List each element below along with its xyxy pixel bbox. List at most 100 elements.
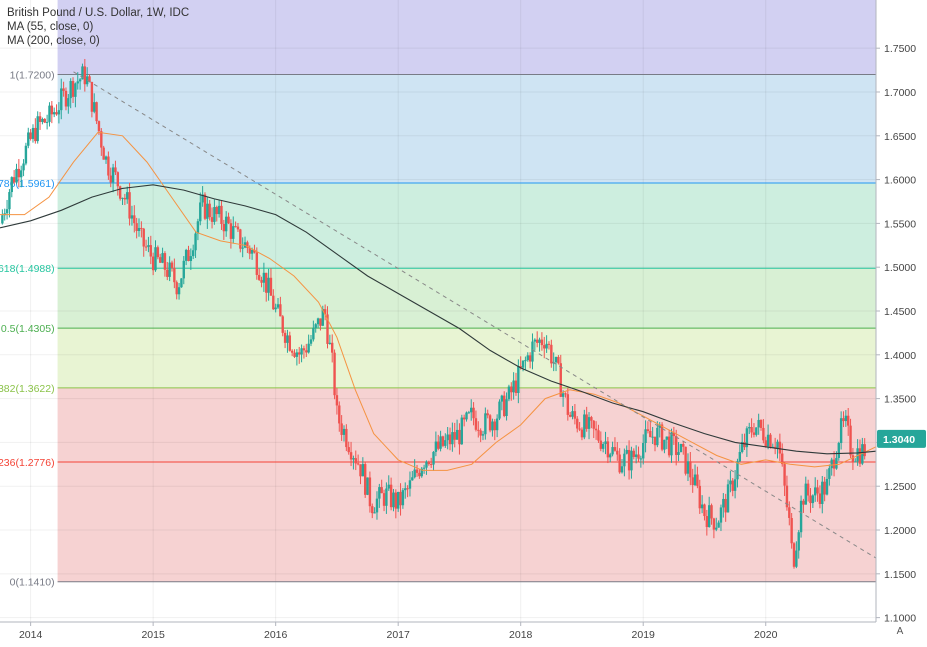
candle-body bbox=[253, 249, 256, 253]
candle-body bbox=[719, 507, 723, 523]
candle-body bbox=[222, 224, 226, 232]
candle bbox=[455, 419, 459, 440]
autoscale-button[interactable]: A bbox=[896, 626, 904, 637]
candle bbox=[396, 491, 400, 512]
candle bbox=[839, 411, 843, 450]
time-tick-label: 2020 bbox=[754, 629, 778, 641]
candle bbox=[785, 475, 789, 511]
candle-body bbox=[842, 418, 845, 422]
candle bbox=[486, 409, 489, 419]
candle bbox=[540, 332, 544, 351]
candle bbox=[413, 459, 416, 479]
candle-body bbox=[448, 434, 452, 445]
candle-body bbox=[762, 427, 765, 441]
candle bbox=[90, 81, 94, 118]
candle-body bbox=[665, 436, 668, 440]
candle bbox=[759, 419, 763, 431]
candle-body bbox=[557, 356, 560, 364]
candle bbox=[500, 394, 504, 411]
candle bbox=[672, 426, 676, 445]
candle bbox=[477, 421, 480, 438]
candle-body bbox=[361, 464, 365, 477]
candle-body bbox=[481, 434, 485, 436]
fib-zone-1 bbox=[57, 183, 877, 269]
candle bbox=[766, 424, 770, 450]
candle bbox=[599, 431, 603, 452]
candle-body bbox=[382, 493, 386, 506]
candle-body bbox=[434, 441, 438, 452]
candle-body bbox=[451, 432, 454, 445]
candle bbox=[689, 452, 692, 486]
candle-body bbox=[20, 170, 23, 178]
fib-label-5: 0.236(1.2776) bbox=[0, 457, 55, 469]
candle bbox=[842, 411, 845, 428]
candle bbox=[121, 197, 124, 205]
candle-body bbox=[514, 380, 518, 393]
time-tick-label: 2014 bbox=[19, 629, 43, 641]
candle bbox=[795, 541, 798, 569]
candle-body bbox=[302, 348, 306, 351]
candle-body bbox=[116, 172, 120, 187]
candle bbox=[170, 260, 174, 272]
candle bbox=[382, 489, 386, 512]
candle bbox=[102, 145, 105, 160]
candle bbox=[597, 424, 600, 443]
candle bbox=[373, 507, 376, 514]
candle bbox=[159, 253, 162, 263]
candle-body bbox=[78, 79, 82, 82]
candle bbox=[50, 101, 54, 124]
candle bbox=[366, 477, 369, 496]
candle bbox=[830, 457, 833, 476]
candle bbox=[418, 469, 421, 479]
price-axis-bg bbox=[876, 0, 927, 647]
candle-body bbox=[154, 247, 157, 271]
candle-body bbox=[576, 418, 579, 429]
candle-body bbox=[858, 448, 862, 464]
candle bbox=[481, 430, 485, 441]
current-price-label: 1.3040 bbox=[883, 434, 915, 446]
candle bbox=[710, 503, 713, 525]
candle-body bbox=[748, 427, 751, 429]
candle-body bbox=[738, 451, 742, 462]
candle bbox=[618, 448, 621, 474]
candle bbox=[733, 470, 737, 499]
candle-body bbox=[363, 464, 367, 495]
fib-label-0: 1(1.7200) bbox=[10, 69, 55, 81]
candle-body bbox=[347, 447, 350, 453]
candle-body bbox=[740, 441, 744, 452]
candle bbox=[703, 503, 706, 521]
candle bbox=[712, 517, 716, 539]
candle bbox=[637, 446, 640, 463]
candle bbox=[858, 439, 862, 467]
candle bbox=[312, 320, 315, 342]
candle bbox=[441, 435, 445, 448]
candle-body bbox=[616, 450, 619, 455]
candle-body bbox=[123, 197, 127, 200]
candle bbox=[684, 446, 687, 476]
candle-body bbox=[396, 491, 400, 509]
candle-body bbox=[818, 493, 822, 504]
candle bbox=[531, 333, 534, 370]
candle-body bbox=[816, 487, 819, 494]
candle bbox=[206, 197, 209, 229]
price-tick-label: 1.6000 bbox=[884, 175, 916, 187]
candle-body bbox=[672, 432, 676, 437]
candle-body bbox=[811, 495, 815, 504]
candle-body bbox=[613, 447, 617, 451]
candle bbox=[260, 276, 263, 288]
candle-body bbox=[144, 246, 148, 248]
candle bbox=[783, 461, 786, 496]
candle bbox=[745, 426, 749, 457]
candle bbox=[510, 382, 513, 401]
candle-body bbox=[24, 145, 28, 164]
candle-body bbox=[55, 112, 58, 115]
candle-body bbox=[814, 487, 817, 496]
candle bbox=[239, 228, 242, 253]
candle bbox=[726, 479, 730, 513]
candle bbox=[505, 392, 508, 421]
candle bbox=[199, 192, 202, 226]
candle bbox=[585, 406, 588, 432]
candle bbox=[535, 331, 539, 348]
candle bbox=[762, 419, 765, 444]
